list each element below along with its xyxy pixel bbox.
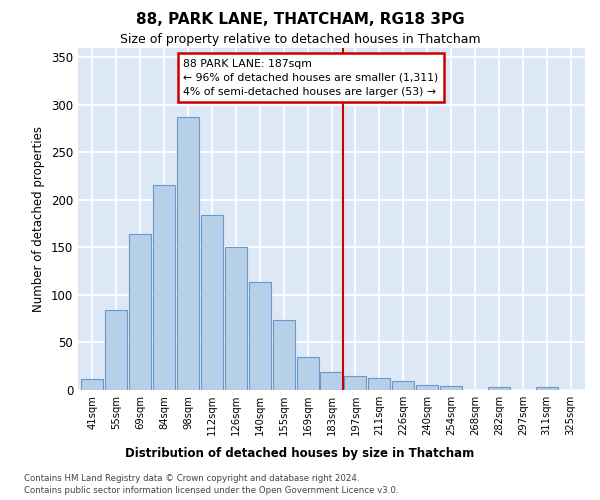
Text: Contains HM Land Registry data © Crown copyright and database right 2024.: Contains HM Land Registry data © Crown c…	[24, 474, 359, 483]
Text: 88, PARK LANE, THATCHAM, RG18 3PG: 88, PARK LANE, THATCHAM, RG18 3PG	[136, 12, 464, 28]
Bar	[416, 385, 438, 390]
Bar	[272, 320, 295, 390]
Bar	[392, 382, 414, 390]
Text: Distribution of detached houses by size in Thatcham: Distribution of detached houses by size …	[125, 448, 475, 460]
Bar	[320, 372, 343, 390]
Y-axis label: Number of detached properties: Number of detached properties	[32, 126, 46, 312]
Bar	[82, 378, 103, 390]
Bar	[177, 117, 199, 390]
Bar	[225, 248, 247, 390]
Bar	[296, 356, 319, 390]
Bar	[153, 184, 175, 390]
Bar	[129, 234, 151, 390]
Bar	[368, 378, 391, 390]
Bar	[536, 387, 558, 390]
Bar	[344, 376, 367, 390]
Bar	[488, 387, 510, 390]
Bar	[440, 386, 462, 390]
Bar	[249, 282, 271, 390]
Text: Size of property relative to detached houses in Thatcham: Size of property relative to detached ho…	[119, 32, 481, 46]
Bar	[105, 310, 127, 390]
Bar	[201, 215, 223, 390]
Text: Contains public sector information licensed under the Open Government Licence v3: Contains public sector information licen…	[24, 486, 398, 495]
Text: 88 PARK LANE: 187sqm
← 96% of detached houses are smaller (1,311)
4% of semi-det: 88 PARK LANE: 187sqm ← 96% of detached h…	[183, 59, 439, 97]
